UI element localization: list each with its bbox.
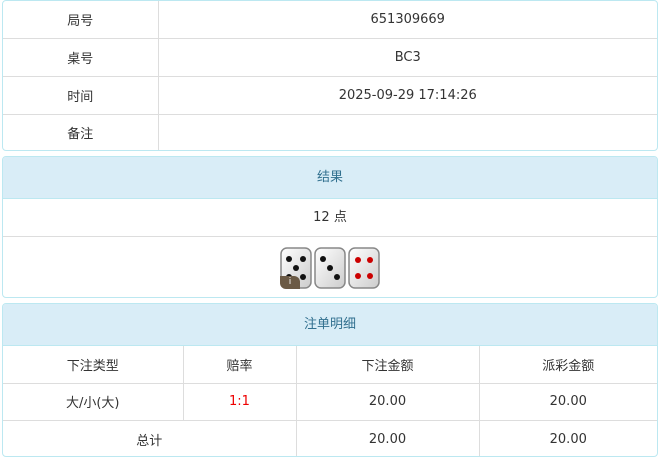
result-title: 结果 (3, 157, 657, 199)
total-payout: 20.00 (478, 419, 657, 456)
die-2 (314, 247, 346, 289)
die-1: i (280, 247, 312, 289)
bet-detail-panel: 注单明细 下注类型 赔率 下注金额 派彩金额 大/小(大) 1:1 20.00 … (2, 303, 658, 457)
header-row: 下注类型 赔率 下注金额 派彩金额 (3, 346, 657, 384)
label: 时间 (3, 75, 159, 115)
bet-detail-title: 注单明细 (3, 304, 657, 346)
total-label: 总计 (3, 419, 297, 456)
value: BC3 (157, 37, 657, 77)
total-amount: 20.00 (295, 419, 480, 456)
bet-amount: 20.00 (295, 382, 480, 421)
info-panel: 局号 651309669 桌号 BC3 时间 2025-09-29 17:14:26 … (2, 0, 658, 151)
table-row: 大/小(大) 1:1 20.00 20.00 (3, 382, 657, 421)
dice-row: i (3, 237, 657, 297)
result-points: 12 点 (3, 199, 657, 237)
total-row: 总计 20.00 20.00 (3, 419, 657, 456)
label: 备注 (3, 113, 159, 150)
payout: 20.00 (478, 382, 657, 421)
col-odds: 赔率 (182, 346, 297, 384)
col-bet-amount: 下注金额 (295, 346, 480, 384)
info-row-time: 时间 2025-09-29 17:14:26 (3, 75, 657, 115)
odds: 1:1 (182, 382, 297, 421)
info-row-note: 备注 (3, 113, 657, 150)
value: 2025-09-29 17:14:26 (157, 75, 657, 115)
result-panel: 结果 12 点 i (2, 156, 658, 298)
value (157, 113, 657, 150)
info-row-round: 局号 651309669 (3, 1, 657, 39)
col-bet-type: 下注类型 (3, 346, 184, 384)
label: 桌号 (3, 37, 159, 77)
col-payout: 派彩金额 (478, 346, 657, 384)
info-badge[interactable]: i (280, 276, 300, 289)
info-row-table: 桌号 BC3 (3, 37, 657, 77)
label: 局号 (3, 1, 159, 39)
die-3 (348, 247, 380, 289)
value: 651309669 (157, 1, 657, 39)
bet-type: 大/小(大) (3, 382, 184, 421)
